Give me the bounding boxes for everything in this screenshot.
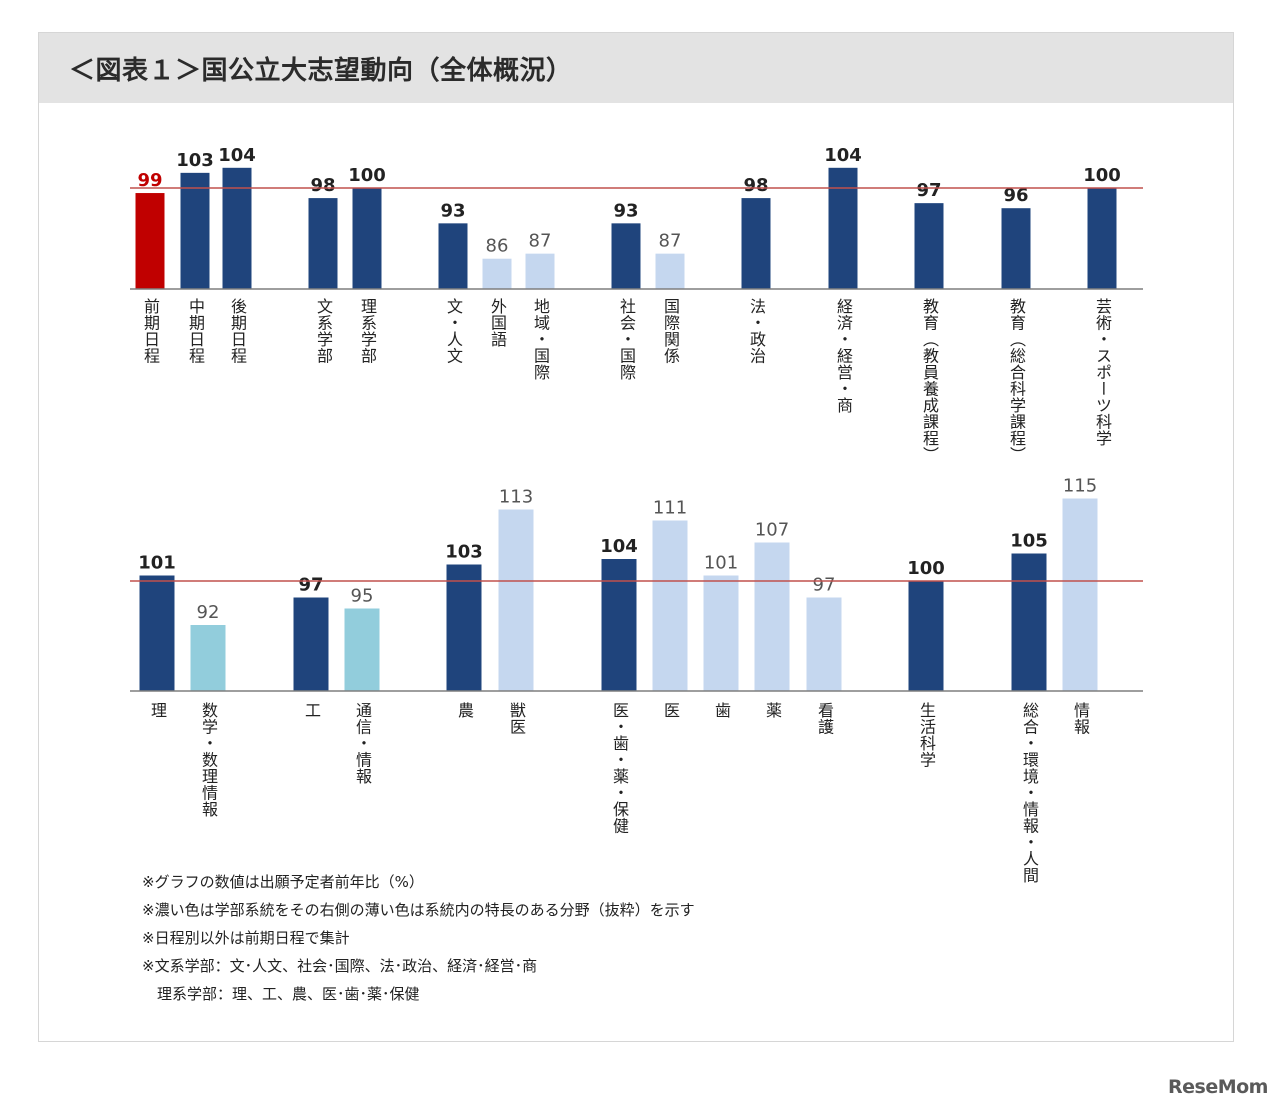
category-label: 芸術・スポーツ科学 (1093, 298, 1112, 447)
data-label: 87 (529, 231, 552, 252)
figure-title: ＜図表１＞国公立大志望動向（全体概況） (69, 56, 573, 86)
bar (293, 597, 329, 691)
data-label: 104 (218, 145, 256, 166)
category-label: 文系学部 (314, 298, 333, 364)
category-label: 情報 (1071, 702, 1090, 735)
bar (754, 542, 790, 691)
bar (601, 559, 637, 691)
category-label: 数学・数理情報 (199, 702, 218, 818)
category-label: 医・歯・薬・保健 (610, 702, 629, 834)
data-label: 95 (351, 586, 374, 607)
bar (135, 193, 165, 289)
bar (190, 625, 226, 691)
bar (1087, 188, 1117, 289)
data-label: 97 (813, 575, 836, 596)
data-label: 97 (916, 180, 941, 201)
category-label: 前期日程 (141, 298, 160, 364)
category-label: 獣医 (507, 702, 526, 735)
data-label: 87 (659, 231, 682, 252)
bar (914, 203, 944, 289)
category-label: 外国語 (488, 298, 507, 348)
category-label: 法・政治 (747, 298, 766, 364)
bar (525, 253, 555, 289)
note-line: ※日程別以外は前期日程で集計 (142, 929, 350, 947)
bar (806, 597, 842, 691)
bar (344, 608, 380, 691)
bar (482, 258, 512, 289)
data-label: 93 (440, 200, 465, 221)
bar (222, 167, 252, 289)
data-label: 113 (499, 487, 533, 508)
data-label: 100 (1083, 165, 1121, 186)
bar (446, 564, 482, 691)
category-label: 理 (148, 702, 167, 719)
bar (308, 198, 338, 289)
category-label: 経済・経営・商 (834, 298, 853, 414)
data-label: 93 (613, 200, 638, 221)
category-label: 看護 (815, 702, 834, 735)
note-line: ※文系学部：文･人文、社会･国際、法･政治、経済･経営･商 (142, 957, 538, 975)
notes: ※グラフの数値は出願予定者前年比（%） ※濃い色は学部系統をその右側の薄い色は系… (142, 868, 695, 1008)
data-label: 101 (138, 553, 176, 574)
data-label: 100 (348, 165, 386, 186)
data-label: 97 (298, 575, 323, 596)
bar (438, 223, 468, 289)
bar (703, 575, 739, 691)
category-label: 社会・国際 (617, 298, 636, 381)
bar (741, 198, 771, 289)
category-label: 国際関係 (661, 298, 680, 364)
category-label: 地域・国際 (531, 298, 550, 381)
category-label: 工 (302, 702, 321, 719)
data-label: 92 (197, 602, 220, 623)
note-line: 理系学部：理、工、農、医･歯･薬･保健 (142, 985, 420, 1003)
bar (1011, 553, 1047, 691)
bar (180, 172, 210, 289)
category-label: 教育（教員養成課程） (920, 298, 939, 463)
note-line: ※濃い色は学部系統をその右側の薄い色は系統内の特長のある分野（抜粋）を示す (142, 901, 695, 919)
category-label: 通信・情報 (353, 702, 372, 785)
bar (1001, 208, 1031, 289)
category-label: 歯 (712, 702, 731, 719)
category-label: 総合・環境・情報・人間 (1020, 702, 1039, 884)
bar (139, 575, 175, 691)
data-label: 99 (137, 170, 162, 191)
data-label: 104 (824, 145, 862, 166)
data-label: 98 (743, 175, 768, 196)
note-line: ※グラフの数値は出願予定者前年比（%） (142, 873, 424, 891)
data-label: 105 (1010, 531, 1048, 552)
category-label: 生活科学 (917, 702, 936, 768)
data-label: 104 (600, 536, 638, 557)
category-label: 中期日程 (186, 298, 205, 364)
bar (1062, 498, 1098, 691)
title-bar: ＜図表１＞国公立大志望動向（全体概況） (39, 33, 1233, 103)
data-label: 101 (704, 553, 738, 574)
category-label: 薬 (763, 702, 782, 719)
data-label: 107 (755, 520, 789, 541)
data-label: 96 (1003, 185, 1028, 206)
category-label: 農 (455, 702, 474, 719)
category-label: 後期日程 (228, 298, 247, 364)
category-label: 文・人文 (444, 298, 463, 364)
data-label: 115 (1063, 476, 1097, 497)
data-label: 103 (445, 542, 483, 563)
data-label: 86 (486, 236, 509, 257)
data-label: 103 (176, 150, 214, 171)
bar (828, 167, 858, 289)
bar (655, 253, 685, 289)
data-label: 111 (653, 498, 687, 519)
category-label: 理系学部 (358, 298, 377, 364)
data-label: 100 (907, 558, 945, 579)
bar (652, 520, 688, 691)
bar (498, 509, 534, 691)
bar (352, 188, 382, 289)
data-label: 98 (310, 175, 335, 196)
bar (611, 223, 641, 289)
bar (908, 581, 944, 691)
resemom-watermark: ReseMom (1168, 1076, 1268, 1098)
category-label: 教育（総合科学課程） (1007, 298, 1026, 463)
category-label: 医 (661, 702, 680, 719)
